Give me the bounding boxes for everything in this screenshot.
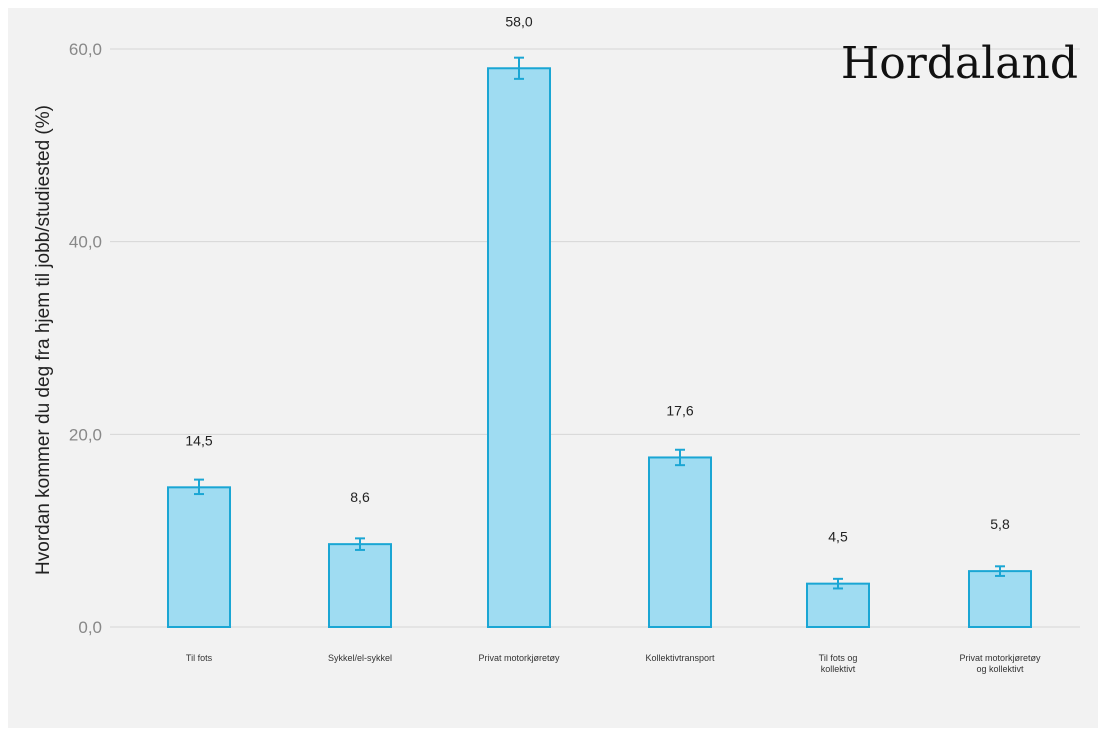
category-label-line: Kollektivtransport xyxy=(645,653,715,663)
category-label-line: Sykkel/el-sykkel xyxy=(328,653,392,663)
y-tick-label: 40,0 xyxy=(69,233,102,252)
bar xyxy=(487,67,551,629)
category-label-line: Til fots xyxy=(186,653,213,663)
category-label: Til fots xyxy=(186,653,213,663)
category-label-line: Privat motorkjøretøy xyxy=(478,653,560,663)
bar xyxy=(328,543,392,628)
bar xyxy=(167,486,231,629)
category-label: Sykkel/el-sykkel xyxy=(328,653,392,663)
category-label-line: og kollektivt xyxy=(976,664,1024,674)
data-label: 4,5 xyxy=(828,529,848,545)
category-label: Til fots og kollektivt xyxy=(819,653,858,674)
category-label: Kollektivtransport xyxy=(645,653,715,663)
data-label: 17,6 xyxy=(666,402,693,418)
y-tick-label: 60,0 xyxy=(69,40,102,59)
y-tick-label: 20,0 xyxy=(69,425,102,444)
y-tick-label: 0,0 xyxy=(78,618,102,637)
category-label-line: Til fots og xyxy=(819,653,858,663)
category-label-line: Privat motorkjøretøy xyxy=(959,653,1041,663)
category-label: Privat motorkjøretøy xyxy=(478,653,560,663)
y-axis-label: Hvordan kommer du deg fra hjem til jobb/… xyxy=(33,105,54,575)
category-label: Privat motorkjøretøy og kollektivt xyxy=(959,653,1041,674)
chart-title: Hordaland xyxy=(840,38,1078,89)
category-label-line: kollektivt xyxy=(821,664,856,674)
data-label: 14,5 xyxy=(185,432,212,448)
bar xyxy=(806,582,870,629)
data-label: 5,8 xyxy=(990,516,1010,532)
data-label: 58,0 xyxy=(505,13,532,29)
data-label: 8,6 xyxy=(350,489,370,505)
bar xyxy=(648,456,712,628)
bar xyxy=(968,570,1032,628)
